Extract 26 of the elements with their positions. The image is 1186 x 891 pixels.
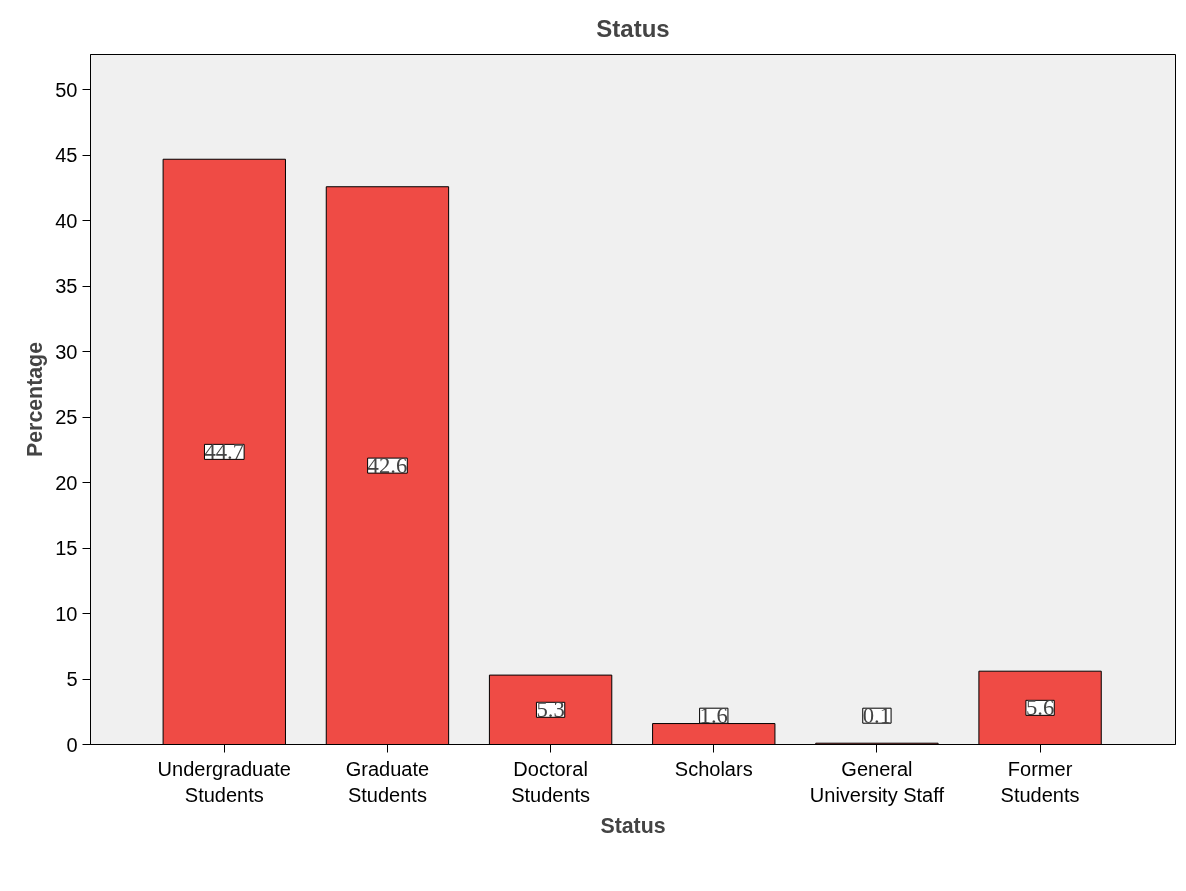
x-axis-title: Status [600, 813, 666, 838]
y-tick-label: 30 [55, 340, 78, 363]
y-tick-label: 5 [66, 668, 78, 691]
y-tick-label: 0 [66, 733, 78, 756]
x-tick-label: Scholars [674, 757, 753, 780]
x-tick-label: Former Students [1000, 757, 1080, 806]
data-label: 1.6 [699, 703, 728, 729]
y-tick-label: 35 [55, 275, 78, 298]
y-tick-label: 40 [55, 209, 78, 232]
y-tick-label: 20 [55, 471, 78, 494]
y-tick-label: 10 [55, 602, 78, 625]
x-tick-label: General University Staff [809, 757, 945, 806]
data-label: 0.1 [862, 703, 892, 729]
data-label: 5.6 [1025, 695, 1055, 721]
data-label: 42.6 [367, 453, 408, 479]
y-tick-label: 45 [55, 144, 78, 167]
chart-title: Status [596, 15, 670, 42]
y-tick-label: 50 [55, 78, 78, 101]
x-tick-label: Doctoral Students [511, 757, 591, 806]
data-label: 5.3 [536, 697, 565, 723]
y-tick-label: 15 [55, 537, 78, 560]
x-tick-label: Graduate Students [345, 757, 430, 806]
x-tick-label: Undergraduate Students [157, 757, 292, 806]
data-label: 44.7 [204, 439, 245, 465]
y-tick-label: 25 [55, 406, 78, 429]
y-axis-title: Percentage [23, 341, 48, 457]
